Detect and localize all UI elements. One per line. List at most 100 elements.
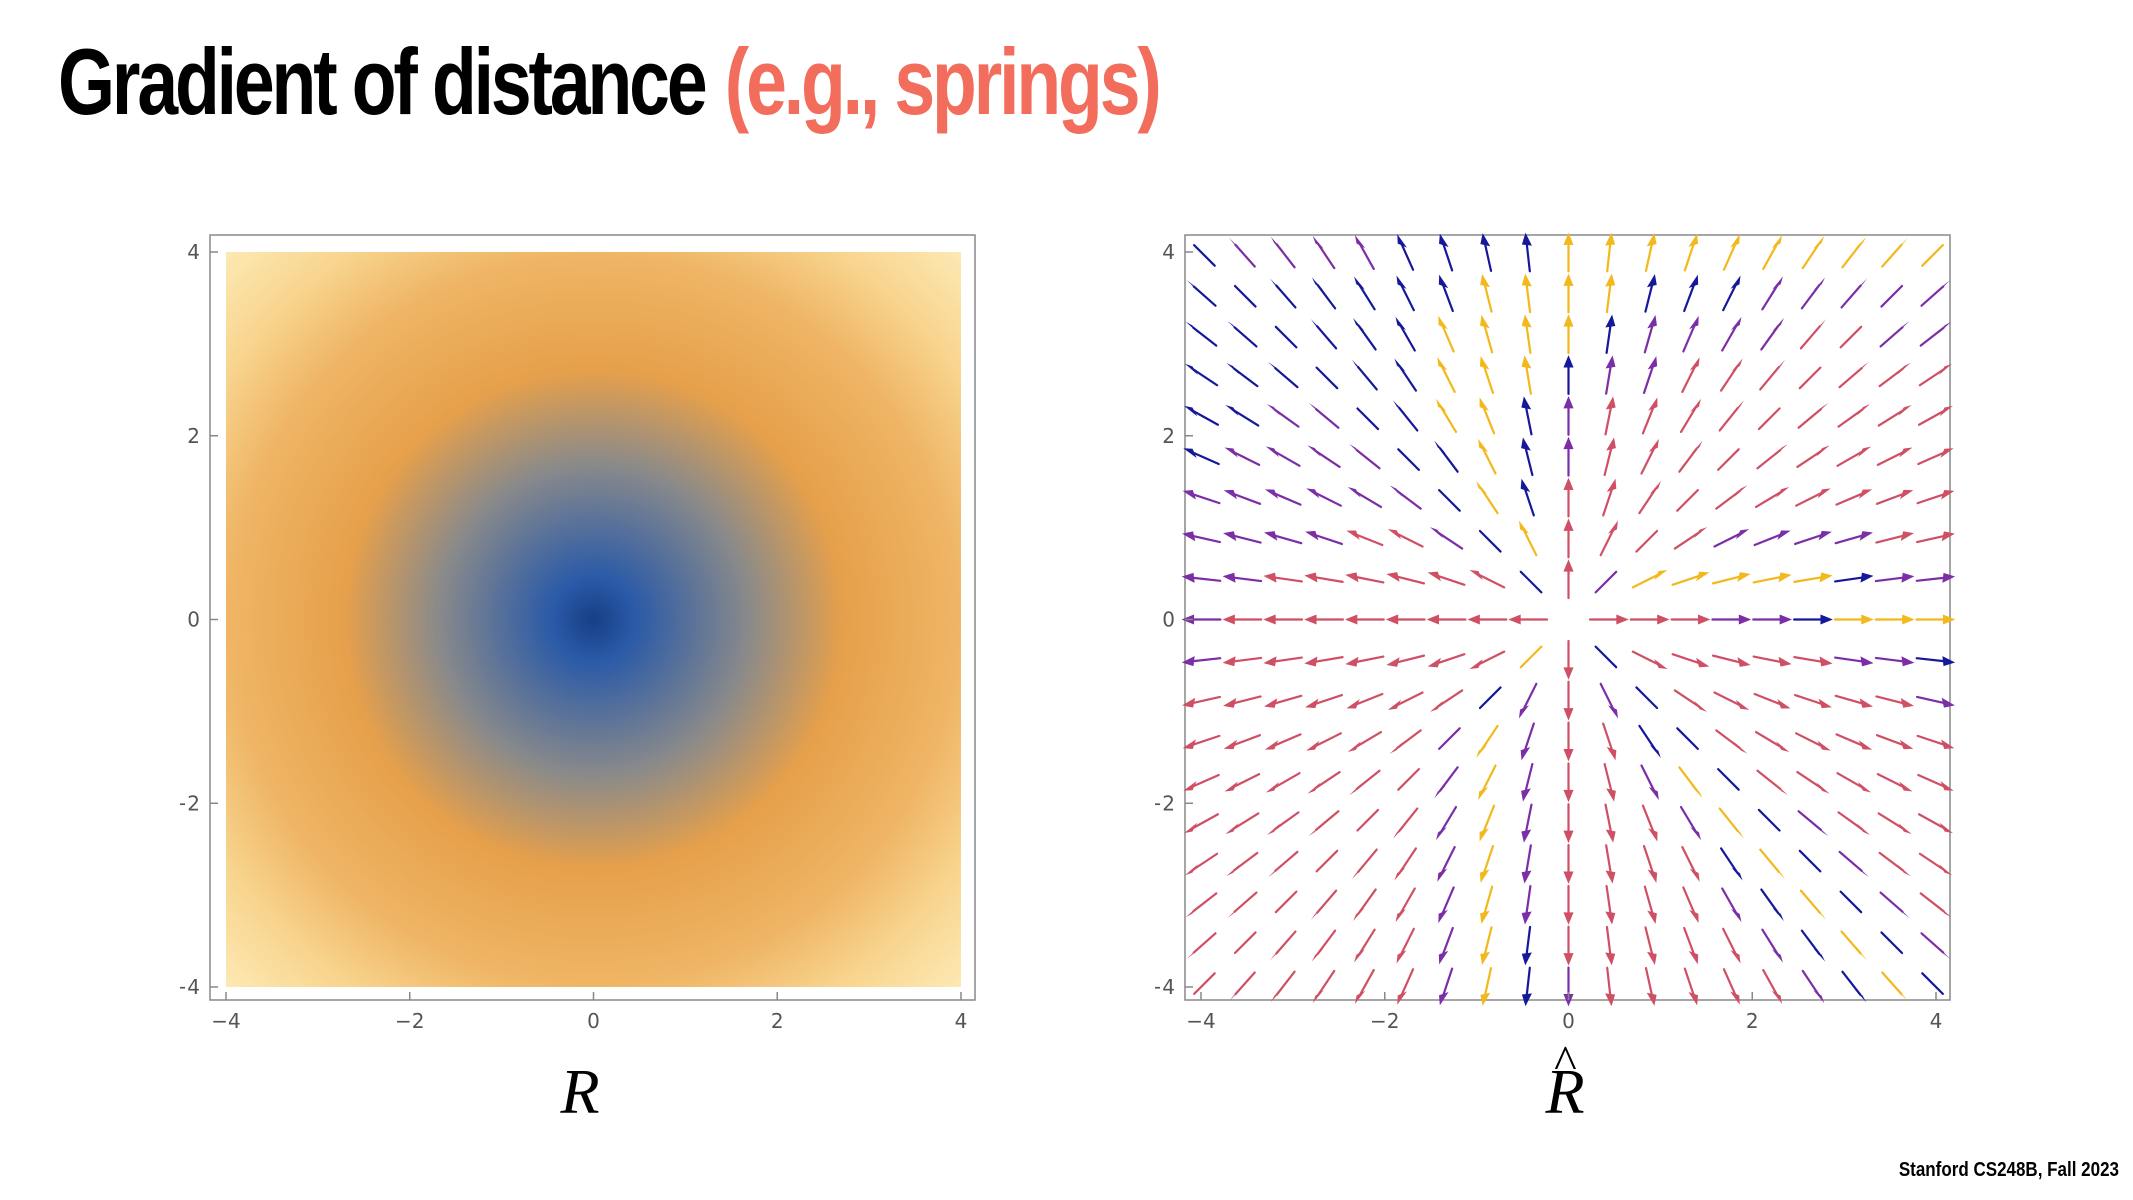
vector-arrow	[1187, 238, 1216, 267]
vector-arrow	[1263, 656, 1303, 667]
vector-arrow	[1797, 810, 1829, 837]
vector-arrow	[1604, 396, 1616, 436]
vector-arrow	[1185, 321, 1218, 347]
vector-arrow	[1521, 803, 1533, 843]
vector-arrow	[1429, 527, 1464, 550]
vector-arrow	[1563, 518, 1574, 559]
vector-arrow	[1345, 655, 1385, 667]
vector-arrow	[1840, 278, 1868, 309]
vector-arrow	[1676, 727, 1705, 756]
vector-arrow	[1393, 400, 1419, 432]
vector-arrow	[1605, 355, 1616, 395]
vector-arrow	[1266, 404, 1300, 428]
vector-arrow	[1711, 614, 1752, 625]
vector-arrow	[1304, 614, 1344, 625]
vector-arrow	[1270, 236, 1296, 269]
vector-arrow	[1308, 810, 1340, 837]
vector-arrow	[1479, 844, 1495, 883]
vector-arrow	[1438, 274, 1454, 313]
vector-arrow	[1469, 650, 1506, 670]
vector-arrow	[1263, 572, 1303, 583]
vector-arrow	[1521, 844, 1532, 884]
vector-field-caption-text: R	[1545, 1056, 1585, 1127]
vector-arrow	[1350, 808, 1380, 838]
vector-arrow	[1479, 804, 1496, 842]
vector-arrow	[1629, 614, 1670, 625]
vector-arrow	[1722, 968, 1740, 1005]
vector-arrow	[1760, 888, 1784, 922]
vector-arrow	[1762, 235, 1783, 271]
vector-arrow	[1309, 849, 1339, 879]
vector-arrow	[1349, 769, 1381, 795]
title-aside: (e.g., springs)	[724, 29, 1162, 134]
vector-arrow	[1717, 768, 1746, 797]
vector-arrow	[1799, 889, 1827, 921]
vector-arrow	[1307, 445, 1341, 469]
vector-arrow	[1754, 487, 1790, 509]
vector-arrow	[1304, 656, 1344, 667]
vector-arrow	[1563, 436, 1574, 477]
vector-arrow	[1643, 315, 1657, 354]
vector-arrow	[1719, 847, 1743, 881]
vector-arrow	[1427, 571, 1466, 586]
vector-arrow	[1311, 277, 1337, 310]
vector-arrow	[1518, 682, 1538, 719]
vector-arrow	[1429, 689, 1464, 712]
vector-arrow	[1391, 768, 1420, 797]
vector-arrow	[1759, 848, 1786, 880]
vector-arrow	[1876, 447, 1913, 466]
vector-arrow	[1563, 355, 1574, 395]
vector-arrow	[1223, 531, 1262, 544]
vector-arrow	[1187, 972, 1216, 1001]
vector-arrow	[1717, 442, 1746, 471]
vector-arrow	[1265, 772, 1301, 793]
vector-arrow	[1753, 692, 1791, 709]
vector-arrow	[1222, 572, 1263, 583]
vector-arrow	[1350, 401, 1380, 431]
vector-arrow	[1264, 531, 1303, 545]
vector-arrow	[1678, 766, 1703, 799]
vector-arrow	[1347, 487, 1383, 509]
heatmap-field	[226, 252, 961, 987]
vector-arrow	[1269, 930, 1297, 961]
vector-arrow	[1605, 966, 1616, 1007]
vector-arrow	[1718, 400, 1744, 432]
vector-arrow	[1508, 614, 1549, 625]
vector-field-x-tick-label: 0	[1562, 1009, 1575, 1030]
vector-arrow	[1227, 891, 1258, 919]
vector-arrow	[1801, 969, 1825, 1004]
vector-arrow	[1643, 885, 1657, 924]
vector-arrow	[1875, 734, 1914, 750]
vector-arrow	[1184, 405, 1220, 426]
heatmap-axis-ticks: −4 −2 0 2 4 4 2 0 −2 −4	[180, 240, 967, 1030]
vector-arrow	[1793, 530, 1832, 546]
vector-arrow	[1480, 274, 1493, 313]
vector-arrow	[1837, 404, 1871, 428]
vector-arrow	[1395, 316, 1416, 352]
course-footer: Stanford CS248B, Fall 2023	[1898, 1159, 2119, 1181]
vector-arrow	[1602, 478, 1617, 517]
vector-arrow	[1225, 405, 1260, 427]
vector-arrow	[1916, 734, 1955, 749]
vector-arrow	[1678, 440, 1703, 473]
vector-arrow	[1840, 930, 1868, 961]
vector-field-y-tick-label: 4	[1162, 240, 1175, 264]
vector-arrow	[1264, 489, 1302, 506]
vector-arrow	[1563, 680, 1574, 721]
vector-arrow	[1520, 478, 1535, 517]
vector-arrow	[1877, 405, 1912, 427]
vector-arrow	[1393, 807, 1419, 839]
vector-field-x-tick-label: 4	[1930, 1009, 1943, 1030]
vector-arrow	[1762, 968, 1783, 1004]
vector-arrow	[1915, 531, 1955, 544]
vector-arrow	[1473, 686, 1502, 715]
vector-arrow	[1603, 762, 1616, 802]
heatmap-x-tick-label: −4	[211, 1009, 240, 1030]
vector-arrow	[1310, 889, 1338, 921]
vector-arrow	[1834, 572, 1874, 583]
vector-arrow	[1797, 402, 1829, 429]
vector-arrow	[1760, 317, 1784, 351]
vector-arrow	[1605, 844, 1616, 884]
vector-arrow	[1307, 770, 1341, 794]
vector-arrow	[1638, 724, 1661, 759]
